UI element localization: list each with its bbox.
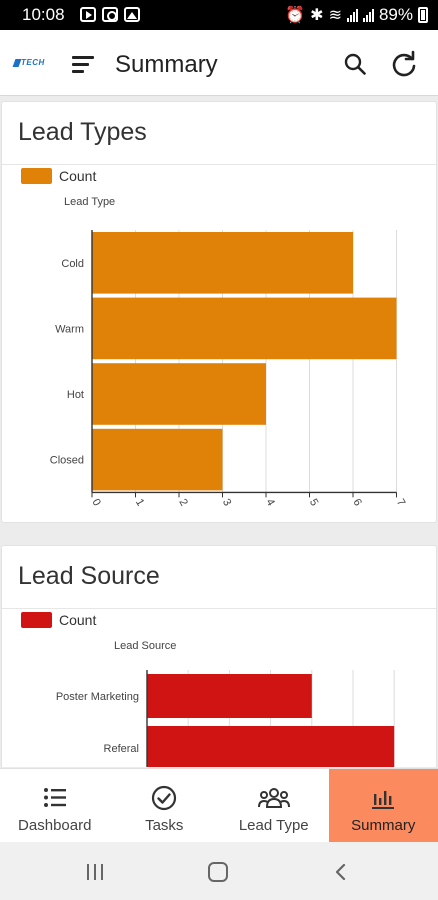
- instagram-icon: [102, 7, 118, 22]
- category-label: Warm: [55, 323, 84, 335]
- x-tick-label: 0: [89, 497, 102, 508]
- nav-label: Lead Type: [238, 817, 309, 834]
- chart-bar: [92, 428, 223, 491]
- battery-icon: [418, 7, 428, 23]
- nav-summary[interactable]: Summary: [328, 769, 438, 843]
- page-title: Summary: [115, 51, 218, 78]
- x-tick-label: 6: [350, 497, 363, 508]
- legend-label: Count: [59, 612, 97, 628]
- lead-source-axis-title: Lead Source: [114, 640, 177, 652]
- category-label: Closed: [50, 455, 84, 467]
- search-icon[interactable]: [344, 53, 366, 75]
- category-label: Poster Marketing: [56, 691, 139, 703]
- nav-label: Dashboard: [18, 817, 92, 834]
- lead-types-card: Lead Types Count Lead Type Cold Warm Hot Cl…: [1, 101, 437, 523]
- system-status-icons: ⏰ ✱ ≋ 89%: [285, 5, 428, 25]
- legend-swatch: [21, 168, 52, 184]
- notification-icons: [80, 7, 140, 22]
- list-icon: [43, 788, 66, 807]
- lead-source-title: Lead Source: [18, 562, 160, 590]
- x-tick-label: 3: [220, 497, 233, 508]
- check-circle-icon: [152, 785, 177, 811]
- x-tick-label: 1: [133, 497, 146, 508]
- chart-bar: [92, 363, 266, 425]
- lead-source-legend[interactable]: Count: [21, 612, 96, 628]
- lead-types-title: Lead Types: [18, 118, 147, 146]
- status-time: 10:08: [22, 5, 65, 24]
- bottom-nav: Dashboard Tasks Lead Type Summary: [0, 768, 438, 843]
- app-logo: TECH: [12, 58, 48, 70]
- chart-bar: [92, 297, 397, 360]
- logo-text: TECH: [21, 58, 45, 67]
- youtube-icon: [80, 7, 96, 22]
- menu-icon[interactable]: [72, 55, 94, 73]
- category-label: Cold: [61, 258, 84, 270]
- summary-content[interactable]: Lead Types Count Lead Type Cold Warm Hot Cl…: [0, 97, 438, 767]
- x-tick-label: 7: [394, 497, 407, 508]
- nav-label: Summary: [351, 817, 416, 834]
- lead-source-card: Lead Source Count Lead Source Poster Mar…: [1, 545, 437, 767]
- chart-bar: [147, 674, 312, 718]
- signal-2-icon: [362, 8, 374, 22]
- legend-label: Count: [59, 168, 97, 184]
- group-icon: [257, 788, 290, 808]
- status-bar: 10:08 ⏰ ✱ ≋ 89%: [0, 0, 438, 30]
- nav-label: Tasks: [145, 817, 184, 834]
- card-divider: [2, 164, 436, 165]
- chart-bar: [92, 232, 353, 294]
- x-tick-label: 2: [176, 497, 189, 508]
- legend-swatch: [21, 612, 52, 628]
- bar-chart-icon: [372, 791, 395, 809]
- x-tick-label: 4: [263, 497, 276, 508]
- app-bar: TECH Summary: [0, 30, 438, 96]
- card-divider: [2, 608, 436, 609]
- back-icon[interactable]: [334, 864, 346, 880]
- nav-tasks[interactable]: Tasks: [110, 769, 220, 843]
- bluetooth-icon: ✱: [310, 7, 324, 24]
- lead-source-chart: Poster Marketing Referal: [56, 670, 395, 767]
- home-icon[interactable]: [208, 862, 228, 882]
- system-nav-bar: [0, 842, 438, 900]
- lead-types-axis-title: Lead Type: [64, 196, 116, 208]
- nav-lead-type[interactable]: Lead Type: [219, 769, 329, 843]
- lead-types-chart: Cold Warm Hot Closed 0 1 2 3 4 5 6 7: [50, 230, 407, 508]
- refresh-icon[interactable]: [390, 50, 418, 78]
- lead-types-legend[interactable]: Count: [21, 168, 96, 184]
- x-tick-label: 5: [307, 497, 320, 508]
- signal-1-icon: [346, 8, 358, 22]
- chart-bar: [147, 726, 395, 767]
- recents-icon[interactable]: [87, 864, 105, 880]
- gallery-icon: [124, 7, 140, 22]
- category-label: Hot: [67, 389, 84, 401]
- wifi-icon: ≋: [328, 7, 342, 24]
- alarm-icon: ⏰: [285, 7, 306, 24]
- nav-dashboard[interactable]: Dashboard: [0, 769, 110, 843]
- battery-percent: 89%: [378, 5, 413, 24]
- category-label: Referal: [104, 743, 139, 755]
